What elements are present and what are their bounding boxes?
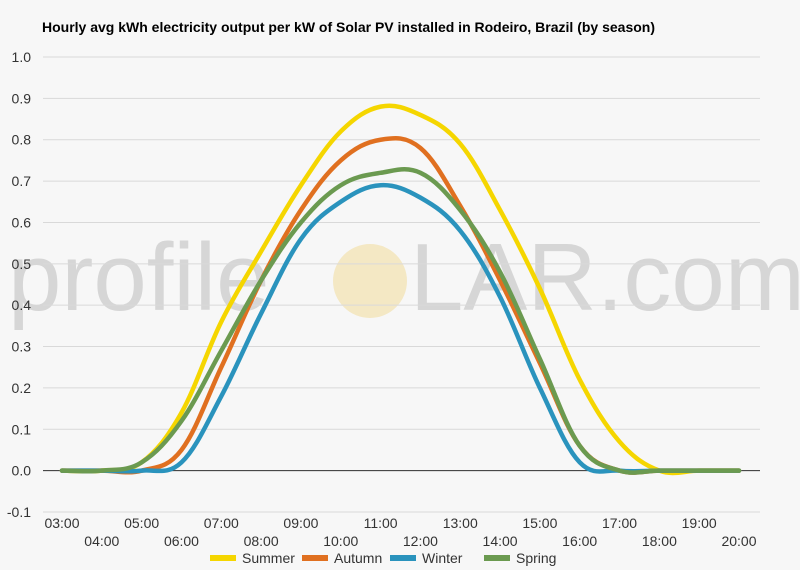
y-tick-label: 0.0 xyxy=(12,463,32,479)
chart-title: Hourly avg kWh electricity output per kW… xyxy=(42,19,655,35)
y-tick-label: 0.1 xyxy=(12,421,32,437)
watermark-sun-icon xyxy=(333,244,407,318)
x-tick-label: 16:00 xyxy=(562,533,597,549)
legend-label-spring: Spring xyxy=(516,550,556,566)
x-tick-label: 13:00 xyxy=(443,515,478,531)
y-tick-label: 0.5 xyxy=(12,256,32,272)
x-tick-label: 10:00 xyxy=(323,533,358,549)
y-tick-label: 1.0 xyxy=(12,49,32,65)
x-tick-label: 17:00 xyxy=(602,515,637,531)
y-tick-label: 0.6 xyxy=(12,214,32,230)
x-tick-label: 09:00 xyxy=(283,515,318,531)
grid xyxy=(43,56,760,513)
legend-swatch-winter xyxy=(390,555,416,561)
x-tick-label: 14:00 xyxy=(483,533,518,549)
legend-swatch-spring xyxy=(484,555,510,561)
x-tick-label: 12:00 xyxy=(403,533,438,549)
y-tick-label: -0.1 xyxy=(7,504,31,520)
y-tick-label: 0.8 xyxy=(12,132,32,148)
watermark-logo: profile LAR.com xyxy=(8,224,800,331)
legend-label-autumn: Autumn xyxy=(334,550,382,566)
x-tick-label: 11:00 xyxy=(364,515,398,531)
x-tick-label: 18:00 xyxy=(642,533,677,549)
x-tick-label: 04:00 xyxy=(84,533,119,549)
x-tick-label: 06:00 xyxy=(164,533,199,549)
watermark-text-right: LAR.com xyxy=(410,224,800,331)
series-lines xyxy=(59,103,742,476)
x-tick-label: 08:00 xyxy=(244,533,279,549)
y-tick-label: 0.4 xyxy=(12,297,32,313)
legend-label-winter: Winter xyxy=(422,550,463,566)
x-tick-label: 20:00 xyxy=(721,533,756,549)
legend-label-summer: Summer xyxy=(242,550,295,566)
x-tick-label: 03:00 xyxy=(44,515,79,531)
watermark-text-left: profile xyxy=(8,224,269,331)
y-tick-label: 0.9 xyxy=(12,90,32,106)
series-line-summer xyxy=(59,103,742,476)
x-tick-label: 19:00 xyxy=(682,515,717,531)
x-tick-label: 15:00 xyxy=(522,515,557,531)
y-tick-label: 0.2 xyxy=(12,380,32,396)
legend-swatch-summer xyxy=(210,555,236,561)
y-tick-label: 0.7 xyxy=(12,173,32,189)
x-tick-label: 07:00 xyxy=(204,515,239,531)
y-tick-label: 0.3 xyxy=(12,339,32,355)
y-axis-ticks: -0.1 0.0 0.1 0.2 0.3 0.4 0.5 0.6 0.7 0.8 0.9 1.0 xyxy=(7,49,31,520)
legend: Summer Autumn Winter Spring xyxy=(210,550,556,566)
legend-swatch-autumn xyxy=(302,555,328,561)
x-tick-label: 05:00 xyxy=(124,515,159,531)
series-line-spring xyxy=(59,167,742,475)
